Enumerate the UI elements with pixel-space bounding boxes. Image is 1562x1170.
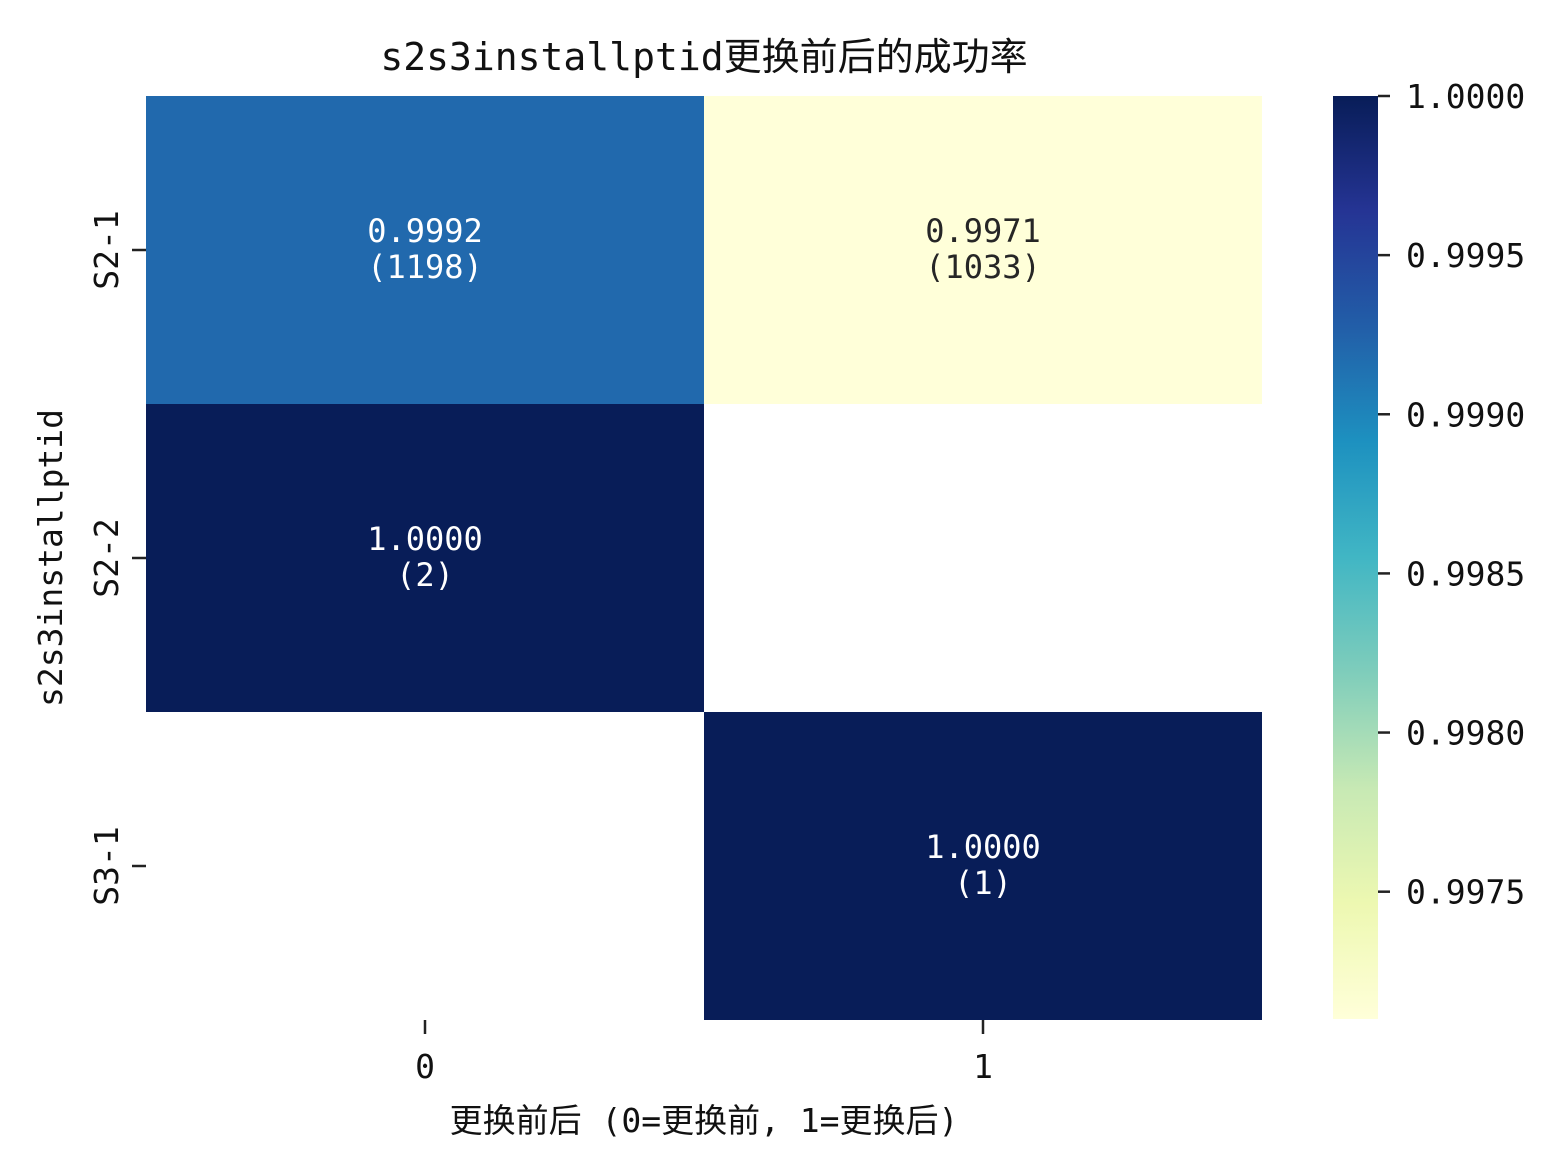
colorbar-ticks: 1.0000 0.9995 0.9990 0.9985 0.9980 0.9975 — [1378, 77, 1525, 912]
cell-value-label-2: 1.0000 — [367, 520, 483, 558]
y-axis-label: s2s3installptid — [31, 409, 70, 707]
cell-value-label-0: 0.9992 — [367, 212, 483, 250]
cell-value-label-1: 0.9971 — [925, 212, 1041, 250]
colorbar-tick-label-2: 0.9990 — [1406, 395, 1525, 434]
colorbar-tick-label-5: 0.9975 — [1406, 873, 1525, 912]
x-axis-label: 更换前后 (0=更换前, 1=更换后) — [450, 1101, 959, 1140]
colorbar-tick-label-4: 0.9980 — [1406, 714, 1525, 753]
y-axis-ticks: S2-1 S2-2 S3-1 — [87, 210, 146, 905]
cell-count-label-0: (1198) — [367, 248, 483, 286]
cell-count-label-3: (1) — [954, 864, 1012, 902]
y-tick-label-2: S3-1 — [87, 826, 126, 905]
colorbar — [1333, 96, 1378, 1019]
chart-title: s2s3installptid更换前后的成功率 — [380, 35, 1027, 79]
cell-count-label-1: (1033) — [925, 248, 1041, 286]
y-tick-label-1: S2-2 — [87, 518, 126, 597]
heatmap-cells: 0.9992(1198)0.9971(1033)1.0000(2)1.0000(… — [146, 96, 1262, 1020]
colorbar-tick-label-1: 0.9995 — [1406, 236, 1525, 275]
x-tick-label-0: 0 — [415, 1047, 435, 1086]
cell-count-label-2: (2) — [396, 556, 454, 594]
colorbar-tick-label-3: 0.9985 — [1406, 554, 1525, 593]
colorbar-tick-label-0: 1.0000 — [1406, 77, 1525, 116]
cell-value-label-3: 1.0000 — [925, 828, 1041, 866]
y-tick-label-0: S2-1 — [87, 210, 126, 289]
x-tick-label-1: 1 — [973, 1047, 993, 1086]
